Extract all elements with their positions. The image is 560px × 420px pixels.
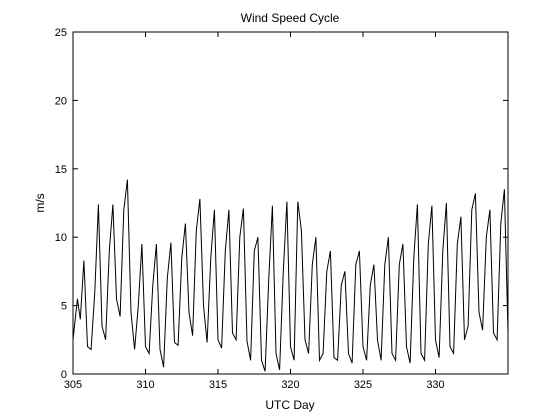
- x-tick-label: 310: [136, 379, 154, 391]
- y-tick-label: 5: [61, 301, 67, 313]
- y-tick-label: 15: [55, 164, 67, 176]
- x-tick-label: 305: [64, 379, 82, 391]
- x-tick-label: 325: [354, 379, 372, 391]
- x-axis-label: UTC Day: [265, 398, 314, 412]
- plot-area-frame: [72, 31, 509, 375]
- y-tick-label: 10: [55, 232, 67, 244]
- series-layer: [72, 179, 509, 372]
- y-tick-label: 25: [55, 27, 67, 39]
- y-tick-label: 20: [55, 95, 67, 107]
- chart-title: Wind Speed Cycle: [241, 11, 340, 25]
- ticks-layer: 305 310 315 320 325 330 0 5 10 15 20 25: [55, 27, 508, 391]
- y-axis-label: m/s: [33, 193, 47, 212]
- y-tick-label: 0: [61, 369, 67, 381]
- x-tick-label: 315: [209, 379, 227, 391]
- x-tick-label: 320: [281, 379, 299, 391]
- wind-speed-series-line: [72, 179, 509, 372]
- x-tick-label: 330: [426, 379, 444, 391]
